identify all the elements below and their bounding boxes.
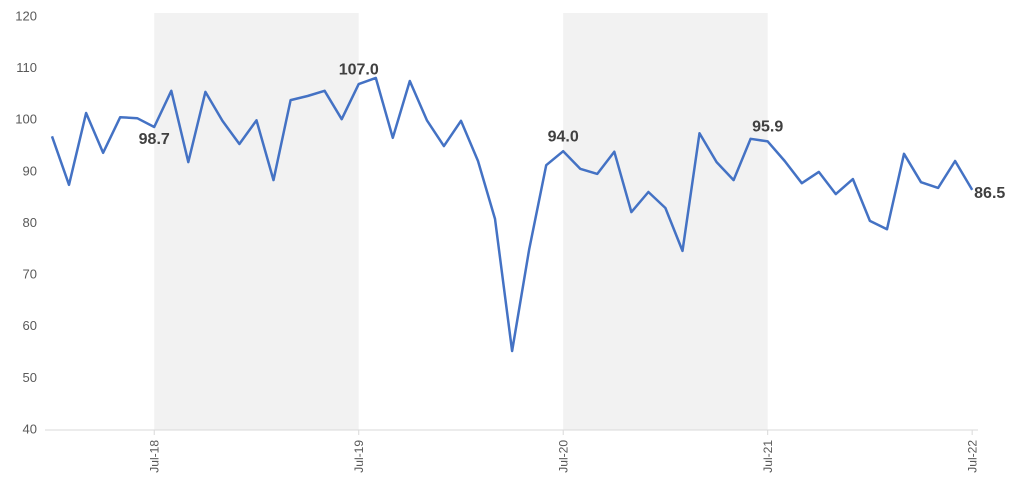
y-tick-label: 80 xyxy=(23,215,37,230)
data-label: 95.9 xyxy=(752,119,783,136)
x-tick-label: Jul-18 xyxy=(147,440,161,473)
x-tick-label: Jul-21 xyxy=(761,440,775,473)
y-tick-label: 110 xyxy=(16,60,37,75)
shaded-band xyxy=(154,13,359,430)
y-tick-label: 120 xyxy=(15,8,37,23)
y-tick-label: 70 xyxy=(23,267,37,282)
shaded-band xyxy=(563,13,768,430)
line-series xyxy=(50,76,974,353)
data-label: 107.0 xyxy=(339,61,379,78)
data-label: 94.0 xyxy=(548,128,579,145)
x-tick-label: Jul-22 xyxy=(965,440,979,473)
x-tick-label: Jul-19 xyxy=(352,440,366,473)
y-tick-label: 50 xyxy=(23,370,37,385)
y-tick-label: 40 xyxy=(23,421,37,436)
y-tick-label: 60 xyxy=(23,318,37,333)
y-tick-label: 100 xyxy=(15,112,37,127)
y-tick-label: 90 xyxy=(23,163,37,178)
x-tick-label: Jul-20 xyxy=(556,440,570,473)
data-label: 98.7 xyxy=(139,131,170,148)
data-label: 86.5 xyxy=(974,185,1005,202)
